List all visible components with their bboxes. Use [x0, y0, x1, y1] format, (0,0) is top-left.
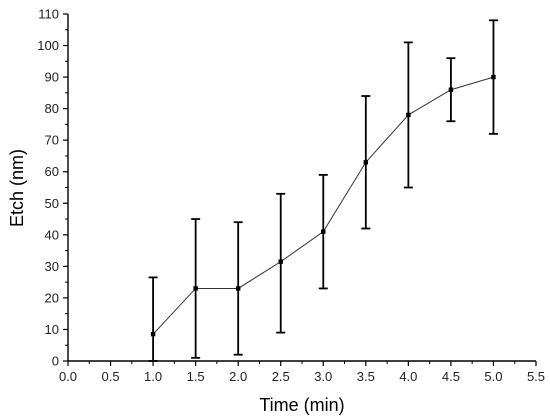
y-tick-label: 10: [45, 322, 59, 337]
axes: [67, 14, 536, 362]
y-tick-label: 20: [45, 290, 59, 305]
data-point: [278, 259, 283, 264]
x-tick-label: 2.0: [229, 369, 247, 384]
y-tick-label: 110: [38, 7, 59, 22]
data-points: [150, 74, 496, 337]
x-tick-label: 1.0: [144, 369, 162, 384]
y-tick-label: 50: [45, 196, 59, 211]
x-tick-label: 0.0: [59, 369, 77, 384]
y-tick-label: 40: [45, 227, 59, 242]
x-tick-label: 1.5: [187, 369, 205, 384]
x-tick-label: 0.5: [102, 369, 120, 384]
data-point: [235, 286, 241, 291]
data-point: [448, 87, 454, 92]
y-tick-label: 80: [45, 101, 59, 116]
x-tick-label: 4.5: [442, 369, 460, 384]
y-tick-label: 0: [52, 354, 59, 369]
ticks: 0.0 0.5 1.0 1.5 2.0 2.5 3.0 3.5 4.0 4.5 5.0 5.5 0 10 2…: [37, 7, 545, 385]
x-tick-label: 3.5: [357, 369, 375, 384]
y-tick-label: 60: [45, 164, 59, 179]
data-point: [491, 74, 496, 80]
data-point: [406, 112, 411, 118]
x-tick-label: 2.5: [272, 369, 290, 384]
y-tick-label: 90: [45, 70, 59, 85]
data-point: [150, 331, 156, 337]
data-point: [363, 160, 369, 165]
data-point: [193, 286, 198, 291]
x-axis-title: Time (min): [259, 395, 344, 415]
y-tick-label: 100: [37, 38, 59, 53]
data-point: [321, 229, 326, 234]
error-bars: [148, 19, 498, 362]
y-tick-label: 70: [45, 133, 59, 148]
x-tick-label: 5.0: [484, 369, 502, 384]
y-tick-label: 30: [45, 259, 59, 274]
y-axis-title: Etch (nm): [7, 149, 27, 227]
x-tick-label: 4.0: [399, 369, 417, 384]
x-tick-label: 3.0: [314, 369, 332, 384]
x-tick-label: 5.5: [527, 369, 545, 384]
